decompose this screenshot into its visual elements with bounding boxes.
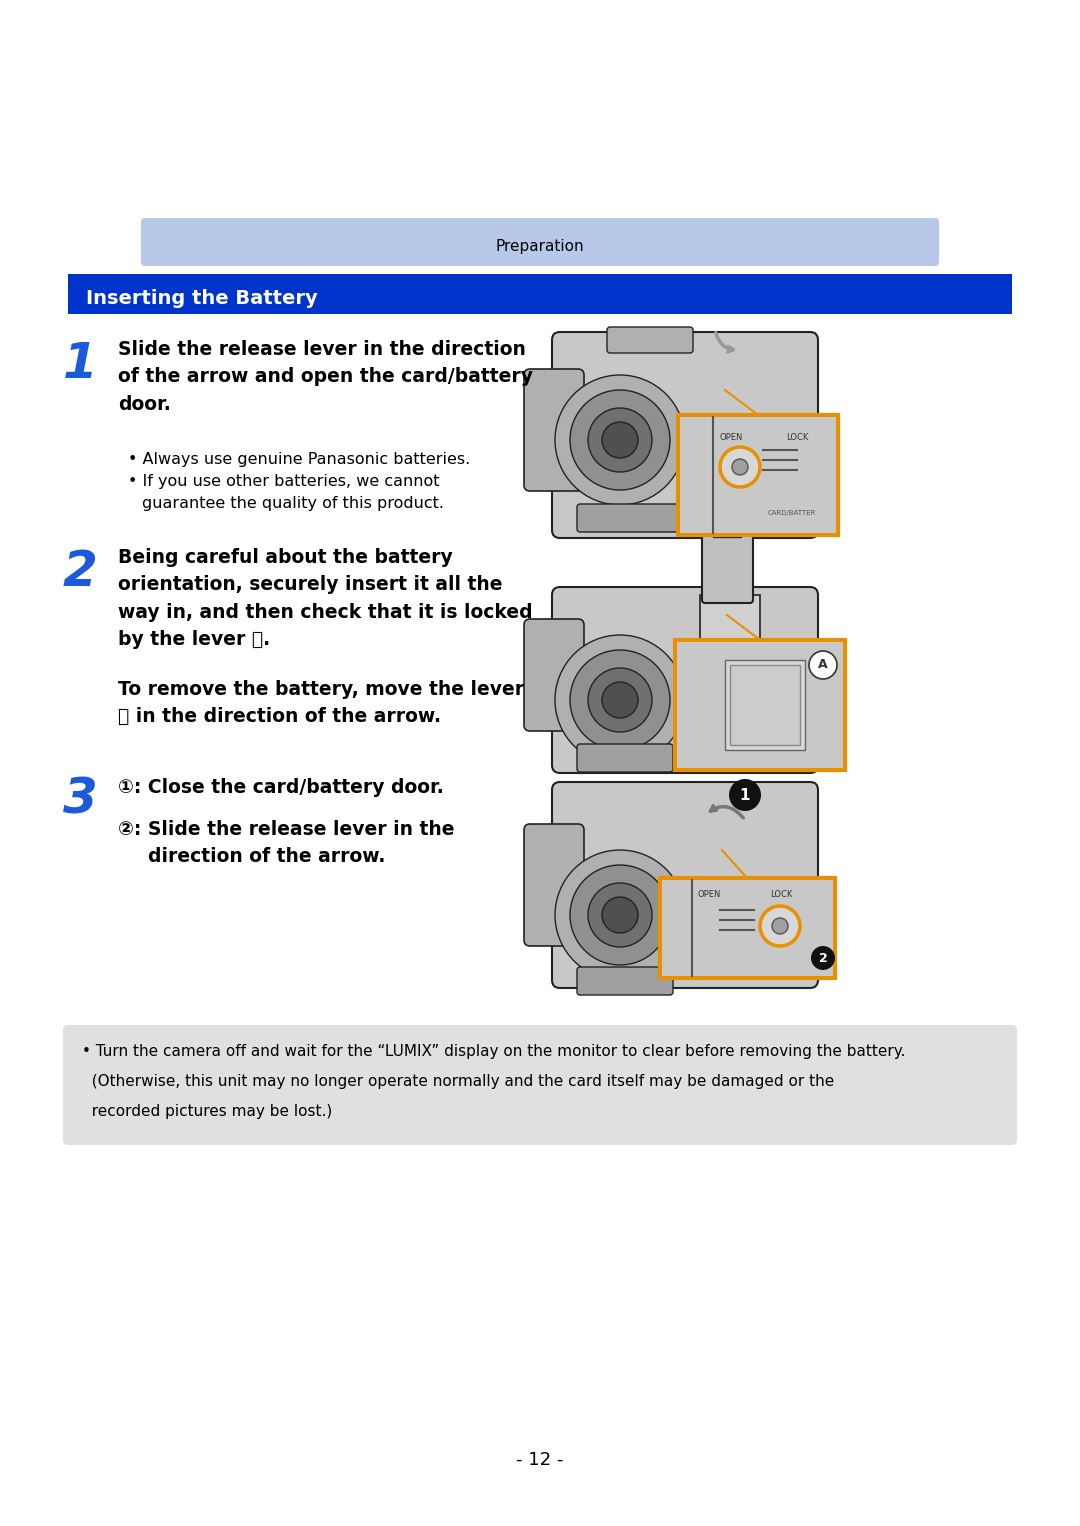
- Text: • If you use other batteries, we cannot: • If you use other batteries, we cannot: [129, 475, 440, 488]
- Circle shape: [809, 652, 837, 679]
- Circle shape: [570, 865, 670, 964]
- Circle shape: [720, 447, 760, 487]
- Bar: [68, 275, 1012, 314]
- Text: Being careful about the battery
orientation, securely insert it all the
way in, : Being careful about the battery orientat…: [118, 548, 532, 649]
- Circle shape: [732, 459, 748, 475]
- FancyBboxPatch shape: [524, 824, 584, 946]
- FancyBboxPatch shape: [577, 745, 673, 772]
- FancyBboxPatch shape: [675, 639, 845, 771]
- FancyBboxPatch shape: [660, 877, 835, 978]
- Circle shape: [555, 635, 685, 765]
- Text: LOCK: LOCK: [770, 890, 793, 899]
- Text: Inserting the Battery: Inserting the Battery: [86, 290, 318, 308]
- Bar: [662, 881, 833, 977]
- Text: ②: Slide the release lever in the: ②: Slide the release lever in the: [118, 819, 455, 839]
- FancyBboxPatch shape: [577, 967, 673, 995]
- Bar: [725, 661, 805, 749]
- Text: To remove the battery, move the lever
Ⓐ in the direction of the arrow.: To remove the battery, move the lever Ⓐ …: [118, 681, 524, 726]
- Circle shape: [570, 650, 670, 749]
- Text: LOCK: LOCK: [786, 433, 808, 443]
- Circle shape: [588, 407, 652, 472]
- FancyBboxPatch shape: [524, 620, 584, 731]
- FancyBboxPatch shape: [63, 1025, 1017, 1144]
- Text: Slide the release lever in the direction
of the arrow and open the card/battery
: Slide the release lever in the direction…: [118, 340, 534, 414]
- Text: • Turn the camera off and wait for the “LUMIX” display on the monitor to clear b: • Turn the camera off and wait for the “…: [82, 1044, 905, 1059]
- Bar: [677, 642, 843, 768]
- Text: A: A: [819, 659, 827, 671]
- FancyBboxPatch shape: [552, 781, 818, 987]
- Text: - 12 -: - 12 -: [516, 1451, 564, 1470]
- Circle shape: [602, 897, 638, 932]
- Bar: [680, 417, 836, 533]
- Text: guarantee the quality of this product.: guarantee the quality of this product.: [141, 496, 444, 511]
- Circle shape: [772, 919, 788, 934]
- Circle shape: [570, 391, 670, 490]
- FancyBboxPatch shape: [141, 218, 939, 266]
- Text: 2: 2: [819, 952, 827, 964]
- Bar: [713, 523, 741, 537]
- Text: 3: 3: [63, 775, 97, 823]
- FancyBboxPatch shape: [700, 595, 760, 674]
- FancyBboxPatch shape: [678, 415, 838, 536]
- Circle shape: [588, 668, 652, 732]
- Circle shape: [760, 906, 800, 946]
- Text: OPEN: OPEN: [698, 890, 721, 899]
- Circle shape: [729, 778, 761, 810]
- FancyBboxPatch shape: [552, 333, 818, 539]
- Text: OPEN: OPEN: [720, 433, 743, 443]
- Circle shape: [555, 375, 685, 505]
- Circle shape: [602, 682, 638, 719]
- Text: • Always use genuine Panasonic batteries.: • Always use genuine Panasonic batteries…: [129, 452, 470, 467]
- Text: 1: 1: [740, 787, 751, 803]
- FancyBboxPatch shape: [607, 327, 693, 353]
- Circle shape: [602, 423, 638, 458]
- Text: direction of the arrow.: direction of the arrow.: [148, 847, 386, 865]
- Text: 2: 2: [63, 548, 97, 597]
- FancyBboxPatch shape: [524, 369, 584, 491]
- Bar: [730, 665, 800, 745]
- Text: Preparation: Preparation: [496, 240, 584, 255]
- Text: recorded pictures may be lost.): recorded pictures may be lost.): [82, 1103, 333, 1119]
- Circle shape: [555, 850, 685, 980]
- Circle shape: [811, 946, 835, 971]
- FancyBboxPatch shape: [702, 533, 753, 603]
- Text: 1: 1: [63, 340, 97, 388]
- Circle shape: [588, 884, 652, 948]
- FancyBboxPatch shape: [552, 588, 818, 774]
- Text: (Otherwise, this unit may no longer operate normally and the card itself may be : (Otherwise, this unit may no longer oper…: [82, 1074, 834, 1090]
- Text: ①: Close the card/battery door.: ①: Close the card/battery door.: [118, 778, 444, 797]
- FancyBboxPatch shape: [577, 504, 683, 533]
- Text: CARD/BATTER: CARD/BATTER: [768, 510, 816, 516]
